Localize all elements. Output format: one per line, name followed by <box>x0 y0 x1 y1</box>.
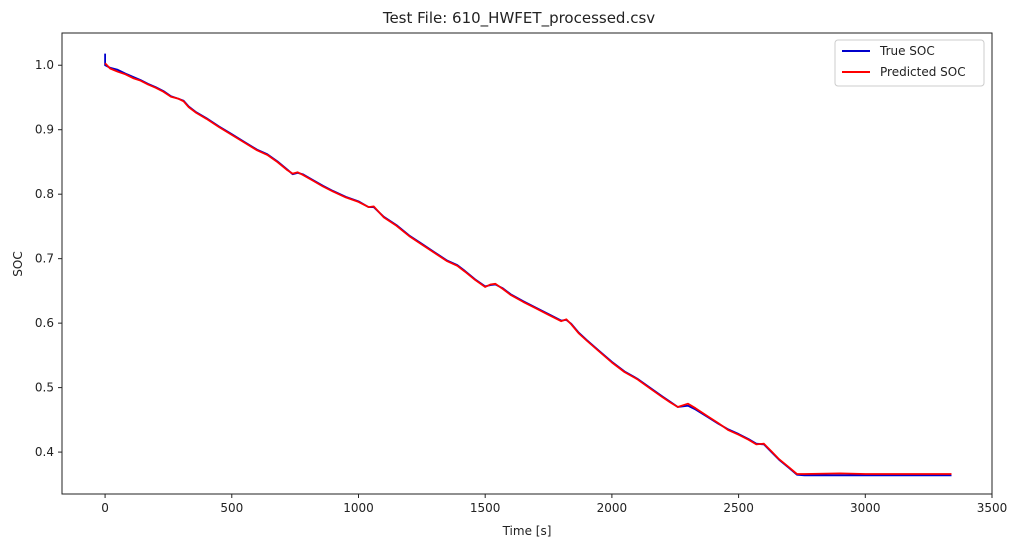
legend-label-predicted-soc: Predicted SOC <box>880 65 966 79</box>
x-tick-label: 3000 <box>850 501 881 515</box>
y-tick-label: 0.9 <box>35 123 54 137</box>
y-axis-label: SOC <box>11 251 25 276</box>
series-layer <box>104 53 952 477</box>
y-tick-label: 0.7 <box>35 252 54 266</box>
y-axis: 0.4 0.5 0.6 0.7 0.8 0.9 1.0 <box>35 58 62 459</box>
x-tick-label: 2000 <box>597 501 628 515</box>
legend-label-true-soc: True SOC <box>879 44 935 58</box>
y-tick-label: 0.4 <box>35 445 54 459</box>
x-tick-label: 1000 <box>343 501 374 515</box>
plot-frame <box>61 32 993 495</box>
x-tick-label: 2500 <box>723 501 754 515</box>
legend: True SOC Predicted SOC <box>834 39 985 87</box>
x-axis-label: Time [s] <box>502 524 552 538</box>
x-tick-label: 1500 <box>470 501 501 515</box>
x-axis: 0 500 1000 1500 2000 2500 3000 3500 <box>101 494 1007 515</box>
predicted-soc-line <box>104 62 952 475</box>
x-tick-label: 500 <box>220 501 243 515</box>
y-tick-label: 0.6 <box>35 316 54 330</box>
chart-title: Test File: 610_HWFET_processed.csv <box>382 9 655 28</box>
x-tick-label: 3500 <box>977 501 1008 515</box>
y-tick-label: 1.0 <box>35 58 54 72</box>
y-tick-label: 0.5 <box>35 381 54 395</box>
x-tick-label: 0 <box>101 501 109 515</box>
y-tick-label: 0.8 <box>35 187 54 201</box>
true-soc-line <box>104 53 952 477</box>
legend-box <box>834 39 985 87</box>
